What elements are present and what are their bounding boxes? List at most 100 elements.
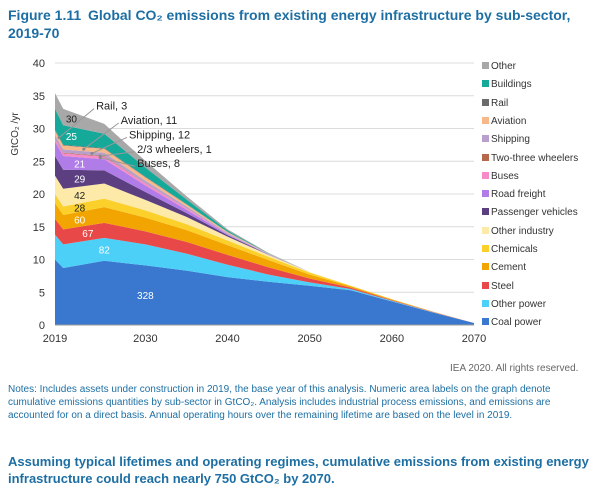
area-label: 60	[74, 215, 86, 226]
area-label: 28	[74, 204, 86, 215]
legend-label: Rail	[491, 97, 509, 109]
legend-swatch	[482, 281, 489, 289]
legend-item: Coal power	[482, 317, 542, 329]
legend-swatch	[482, 208, 489, 216]
y-tick-label: 35	[33, 91, 45, 103]
legend-item: Other industry	[482, 226, 554, 238]
y-tick-label: 20	[33, 189, 45, 201]
area-passenger-vehicles	[55, 156, 474, 324]
legend-swatch	[482, 135, 489, 143]
figure-number: Figure 1.11	[8, 7, 82, 23]
legend-label: Buildings	[491, 79, 532, 91]
x-tick-label: 2030	[133, 333, 157, 345]
legend-label: Steel	[491, 280, 514, 292]
legend-item: Steel	[482, 281, 514, 293]
legend-label: Aviation	[491, 115, 527, 127]
legend-item: Other power	[482, 299, 546, 311]
y-tick-label: 5	[39, 287, 45, 299]
leader-line	[100, 157, 136, 167]
legend-swatch	[482, 226, 489, 234]
area-label: 21	[74, 160, 86, 171]
legend-swatch	[482, 98, 489, 106]
legend-label: Other power	[491, 298, 547, 310]
area-buses	[55, 138, 474, 324]
area-other-power	[55, 234, 474, 324]
area-chemicals	[55, 194, 474, 324]
legend-swatch	[482, 190, 489, 198]
x-tick-label: 2060	[380, 333, 404, 345]
area-label: 29	[74, 174, 86, 185]
credit: IEA 2020. All rights reserved.	[450, 363, 579, 374]
legend-label: Buses	[491, 170, 519, 182]
leader-dot	[98, 154, 102, 158]
annotation-label: Buses, 8	[137, 158, 180, 170]
area-road-freight	[55, 141, 474, 324]
legend-item: Two-three wheelers	[482, 153, 578, 165]
legend-label: Road freight	[491, 189, 546, 201]
legend-item: Passenger vehicles	[482, 207, 578, 219]
legend-label: Shipping	[491, 134, 530, 146]
leader-line	[83, 122, 120, 150]
area-label: 42	[74, 191, 86, 202]
area-label: 82	[99, 245, 111, 256]
notes: Notes: Includes assets under constructio…	[8, 384, 551, 421]
legend-item: Other	[482, 61, 516, 73]
legend-swatch	[482, 153, 489, 161]
legend-item: Buses	[482, 171, 519, 183]
annotation-label: 2/3 wheelers, 1	[137, 144, 212, 156]
leader-dot	[82, 147, 86, 151]
legend-swatch	[482, 245, 489, 252]
annotation-label: Shipping, 12	[129, 129, 190, 141]
x-tick-label: 2050	[297, 333, 321, 345]
y-tick-label: 0	[39, 320, 45, 332]
area-steel	[55, 218, 474, 324]
legend-swatch	[482, 62, 489, 69]
y-tick-label: 10	[33, 255, 45, 267]
legend-label: Chemicals	[491, 244, 538, 255]
legend-label: Other	[491, 61, 517, 72]
legend-item: Cement	[482, 262, 526, 274]
figure-title-text: Global CO₂ emissions from existing energ…	[8, 7, 571, 41]
area-label: 67	[82, 229, 94, 240]
annotation-label: Aviation, 11	[121, 115, 177, 127]
leader-dot	[57, 136, 61, 140]
area-aviation	[55, 130, 474, 324]
legend-swatch	[482, 116, 489, 124]
legend-item: Road freight	[482, 189, 545, 201]
area-coal-power	[55, 259, 474, 325]
legend-swatch	[482, 80, 489, 88]
leader-dot	[90, 151, 94, 155]
legend-label: Two-three wheelers	[491, 152, 579, 164]
area-other-industry	[55, 175, 474, 324]
legend-swatch	[482, 299, 489, 307]
leader-line	[100, 151, 136, 157]
annotation-label: Rail, 3	[96, 101, 127, 113]
x-tick-label: 2070	[462, 333, 486, 345]
legend-item: Aviation	[482, 116, 526, 128]
leader-line	[58, 108, 95, 139]
area-shipping	[55, 135, 474, 324]
legend-item: Chemicals	[482, 244, 538, 256]
legend-item: Shipping	[482, 134, 530, 146]
y-tick-label: 15	[33, 222, 45, 234]
figure-title: Figure 1.11 Global CO₂ emissions from exi…	[8, 6, 598, 42]
legend-swatch	[482, 318, 489, 326]
y-tick-label: 40	[33, 58, 45, 70]
legend-label: Other industry	[491, 225, 554, 237]
conclusion: Assuming typical lifetimes and operating…	[8, 454, 589, 486]
legend-swatch	[482, 171, 489, 179]
legend-item: Buildings	[482, 79, 532, 91]
legend-item: Rail	[482, 98, 508, 110]
area-label: 30	[66, 115, 78, 126]
legend-label: Cement	[491, 262, 527, 274]
leader-line	[91, 136, 128, 154]
x-tick-label: 2040	[215, 333, 239, 345]
y-tick-label: 25	[33, 156, 45, 168]
area-label: 328	[137, 291, 154, 302]
y-axis-label: GtCO₂ /yr	[10, 112, 21, 156]
y-tick-label: 30	[33, 124, 45, 136]
x-tick-label: 2019	[43, 333, 67, 345]
area-label: 25	[66, 132, 78, 143]
legend-label: Passenger vehicles	[491, 207, 578, 219]
